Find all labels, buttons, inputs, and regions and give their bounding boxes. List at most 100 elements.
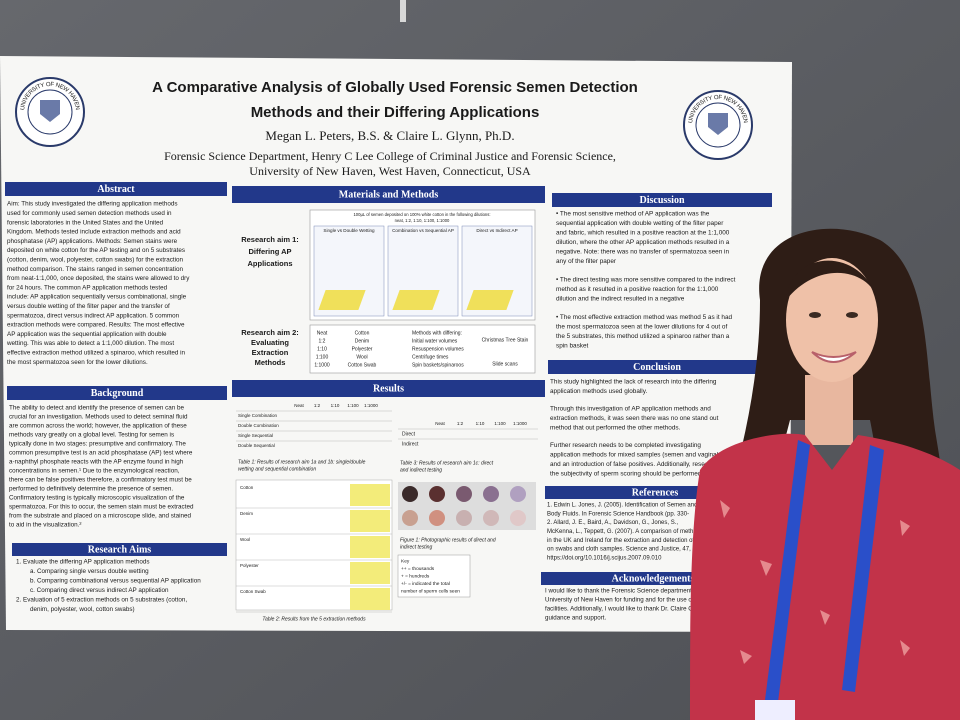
abstract-line: (cotton, denim, wool, polyester, cotton … [7,256,184,263]
section-heading: References [632,487,679,498]
section-header-bar [232,186,545,203]
paragraph-line: method that out performed the other meth… [550,425,681,432]
paragraph-line: • The most sensitive method of AP applic… [556,211,710,218]
sample-spot [456,510,472,526]
aim-label: Extraction [252,348,289,357]
table-caption: wetting and sequential combination [238,466,316,472]
diagram-item: Neat [317,330,328,336]
acknowledgement-line: I would like to thank the Forensic Scien… [545,588,710,595]
aim-line: 2. Evaluation of 5 extraction methods on… [16,597,187,604]
diagram-item: Methods with differing: [412,330,462,336]
sample-spot [402,486,418,502]
section-heading: Abstract [97,184,135,195]
aim-label: Applications [247,259,292,268]
table-header: 1:10 [331,403,340,408]
table-header: Neat [435,421,445,426]
paragraph-line: Through this investigation of AP applica… [550,406,711,413]
aim-line: c. Comparing direct versus indirect AP a… [30,587,169,594]
section-header-bar [7,386,227,400]
aim-label: Research aim 2: [241,328,299,337]
table-row-label: Double Combination [238,423,279,428]
table-header: 1:2 [314,403,321,408]
hook [400,0,406,22]
aim-label: Research aim 1: [241,235,299,244]
background-line: typically done in two stages: presumptiv… [9,441,186,448]
reference-line: McKenna, L., Teppett, G. (2007). A compa… [547,529,718,535]
paragraph-line: the most spermatozoa seen at the lower d… [556,324,727,331]
diagram-item: 1:100 [316,354,329,360]
section-heading: Acknowledgements [612,573,695,584]
diagram-item: Initial water volumes [412,338,458,344]
acknowledgement-line: University of New Haven for funding and … [545,597,707,604]
paragraph-line: sequential application with double wetti… [556,220,724,227]
diagram-box [309,324,536,374]
paragraph-line: any of the filter paper [556,258,617,265]
key-line: Key [401,558,410,564]
abstract-line: method comparison. The stains ranged in … [7,266,183,273]
table-header: 1:1000 [364,403,378,408]
poster-title: A Comparative Analysis of Globally Used … [152,79,638,96]
sample-spot [483,510,499,526]
person [690,228,960,720]
paragraph-line: dilution, where the other AP application… [556,239,730,246]
diagram-item: 1:1000 [314,362,330,368]
table-header: 1:100 [494,421,506,426]
sample-spot [456,486,472,502]
section-heading: Results [373,383,404,394]
abstract-line: phosphatase (AP) applications. Methods: … [7,238,178,245]
table-row-label: Double Sequential [238,443,275,448]
background-line: there can be false positives therefore, … [9,477,192,484]
table-header: Neat [294,403,304,408]
table-row-label: Single Combination [238,413,278,418]
poster-content: A Comparative Analysis of Globally Used … [5,79,772,622]
table-row-label: Denim [240,511,253,516]
background-line: spermatozoa. For this to occur, the seme… [9,504,194,511]
table-row-label: Single Sequential [238,433,273,438]
abstract-line: the most spermatozoa seen for the lower … [7,359,148,366]
background-line: concentrations in semen.¹ Due to the enz… [9,468,180,475]
reference-line: in the UK and Ireland for the extraction… [547,538,714,544]
aim-label: Evaluating [251,338,289,347]
table-highlight [350,536,390,558]
table-row-label: Indirect [402,441,419,447]
background-line: a-naphthyl phosphate reacts with the AP … [9,459,184,466]
figure-caption: Figure 1: Photographic results of direct… [400,537,496,543]
paragraph-line: the 5 substrates, this method utilized a… [556,333,730,340]
table-header: 1:2 [457,421,464,426]
paragraph-line: spin basket [556,343,589,350]
diagram-column-title: Direct vs Indirect AP [476,228,517,233]
abstract-line: effective extraction method utilized a s… [7,349,186,356]
abstract-line: versus double wetting of the filter pape… [7,303,170,310]
key-line: + = hundreds [401,573,430,579]
sample-spot [510,510,526,526]
hair-fringe [786,260,878,300]
table-highlight [350,484,390,506]
paragraph-line: This study highlighted the lack of resea… [550,379,717,386]
poster-title: Methods and their Differing Applications [251,104,540,121]
background-line: to aid in the visualization.² [9,522,81,529]
reference-line: 1. Edwin L. Jones, J. (2005). Identifica… [547,503,714,509]
sample-spot [429,486,445,502]
smile [811,351,857,363]
table-highlight [350,588,390,610]
reference-line: on swabs and cloth samples. Science and … [547,547,691,553]
table-header: 1:1000 [513,421,527,426]
table-row-label: Cotton [240,485,254,490]
paragraph-line: negative. Note: there was no transfer of… [556,249,729,256]
acknowledgement-line: guidance and support. [545,615,607,622]
aim-line: b. Comparing combinational versus sequen… [30,578,201,585]
abstract-line: AP application was the sequential applic… [7,331,167,338]
sample-spot [429,510,445,526]
figure-caption: indirect testing [400,544,432,550]
background-line: Confirmatory testing is typically micros… [9,495,185,502]
table-caption: Table 2: Results from the 5 extraction m… [262,616,366,622]
background-line: from the substrate and placed on a micro… [9,513,192,520]
diagram-item: Spin baskets/spinaroos [412,362,464,368]
lanyard [765,440,810,702]
paragraph-line: application methods used globally. [550,388,647,395]
paragraph-line: • The most effective extraction method w… [556,314,733,321]
table-header: 1:10 [476,421,485,426]
diagram-item: 1:10 [317,346,327,352]
abstract-line: wetting. This was able to detect a 1:1,0… [6,340,174,347]
diagram-item: Cotton [355,330,370,336]
